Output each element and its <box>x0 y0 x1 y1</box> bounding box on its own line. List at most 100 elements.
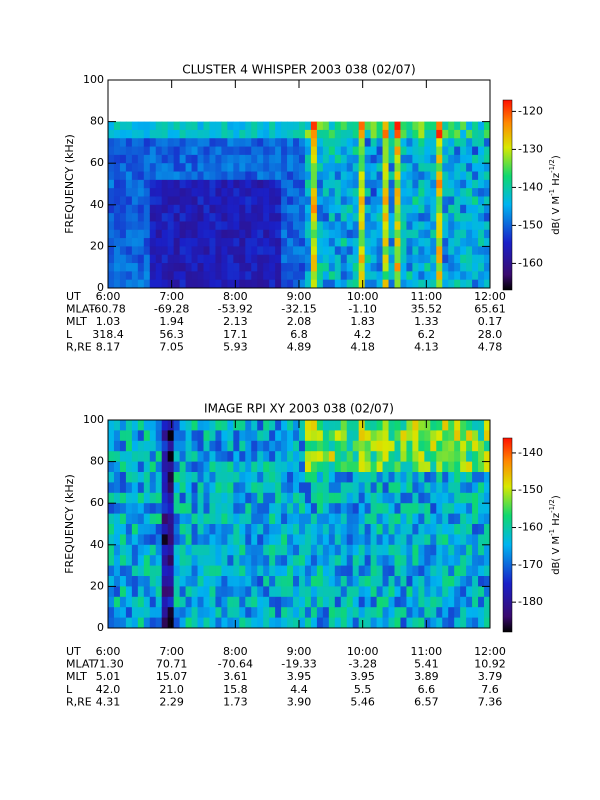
spectrogram-cell <box>406 221 413 231</box>
spectrogram-cell <box>322 121 330 131</box>
spectrogram-cell <box>394 596 401 608</box>
spectrogram-cell <box>478 586 485 598</box>
spectrogram-cell <box>113 617 121 629</box>
spectrogram-cell <box>215 204 222 214</box>
spectrogram-cell <box>442 279 449 289</box>
spectrogram-cell <box>412 121 419 131</box>
spectrogram-cell <box>185 221 193 231</box>
spectrogram-cell <box>137 271 145 281</box>
spectrogram-cell <box>149 461 157 473</box>
spectrogram-cell <box>454 472 461 483</box>
spectrogram-cell <box>209 146 216 156</box>
spectrogram-cell <box>406 138 413 148</box>
spectrogram-cell <box>108 138 115 148</box>
spectrogram-cell <box>281 420 288 431</box>
spectrogram-cell <box>191 430 199 442</box>
spectrogram-cell <box>400 154 407 164</box>
spectrogram-cell <box>281 238 288 247</box>
spectrogram-cell <box>322 221 330 231</box>
spectrogram-cell <box>197 544 204 556</box>
spectrogram-cell <box>310 482 318 494</box>
spectrogram-cell <box>293 138 300 148</box>
spectrogram-cell <box>119 204 127 214</box>
spectrogram-cell <box>460 513 467 525</box>
colorbar-tick-label: -150 <box>518 483 543 496</box>
spectrogram-cell <box>352 576 360 587</box>
spectrogram-cell <box>460 586 467 598</box>
spectrogram-cell <box>227 617 234 629</box>
spectrogram-cell <box>137 246 145 256</box>
spectrogram-cell <box>191 121 199 131</box>
spectrogram-cell <box>328 617 336 629</box>
spectrogram-cell <box>334 544 342 556</box>
spectrogram-cell <box>191 513 199 525</box>
spectrogram-cell <box>209 229 216 239</box>
spectrogram-cell <box>191 492 199 504</box>
spectrogram-cell <box>412 451 419 463</box>
spectrogram-cell <box>376 617 384 629</box>
spectrogram-cell <box>293 163 300 173</box>
spectrogram-cell <box>287 146 294 156</box>
spectrogram-cell <box>119 492 127 504</box>
spectrogram-cell <box>197 617 204 629</box>
spectrogram-cell <box>299 420 306 431</box>
spectrogram-cell <box>233 271 240 281</box>
spectrogram-cell <box>448 204 455 214</box>
spectrogram-cell <box>394 576 401 587</box>
spectrogram-cell <box>287 196 294 206</box>
spectrogram-cell <box>478 154 485 164</box>
spectrogram-cell <box>251 246 258 256</box>
spectrogram-cell <box>418 279 425 289</box>
spectrogram-cell <box>299 138 306 148</box>
spectrogram-cell <box>400 503 407 515</box>
spectrogram-cell <box>185 555 193 567</box>
spectrogram-cell <box>215 576 222 587</box>
spectrogram-cell <box>263 565 270 577</box>
spectrogram-cell <box>263 146 270 156</box>
spectrogram-cell <box>179 472 187 483</box>
spectrogram-cell <box>287 544 294 556</box>
spectrogram-cell <box>412 238 419 247</box>
spectrogram-cell <box>239 544 246 556</box>
spectrogram-cell <box>448 524 455 535</box>
spectrogram-cell <box>394 221 401 231</box>
spectrogram-cell <box>364 204 372 214</box>
spectrogram-cell <box>406 607 413 619</box>
ephemeris-value: -53.92 <box>218 303 253 316</box>
spectrogram-cell <box>119 430 127 442</box>
spectrogram-cell <box>394 263 401 272</box>
spectrogram-cell <box>275 138 282 148</box>
spectrogram-cell <box>161 586 169 598</box>
spectrogram-cell <box>173 534 181 546</box>
spectrogram-cell <box>263 121 270 131</box>
spectrogram-cell <box>275 430 282 442</box>
spectrogram-cell <box>275 263 282 272</box>
spectrogram-cell <box>179 279 187 289</box>
spectrogram-cell <box>352 279 360 289</box>
spectrogram-cell <box>454 129 461 139</box>
spectrogram-cell <box>125 263 133 272</box>
spectrogram-cell <box>430 121 437 131</box>
spectrogram-cell <box>143 503 151 515</box>
spectrogram-cell <box>215 461 222 473</box>
spectrogram-cell <box>406 238 413 247</box>
spectrogram-cell <box>281 503 288 515</box>
spectrogram-cell <box>328 492 336 504</box>
spectrogram-cell <box>275 221 282 231</box>
spectrogram-cell <box>131 254 139 264</box>
spectrogram-cell <box>304 492 312 504</box>
spectrogram-cell <box>191 617 199 629</box>
spectrogram-cell <box>322 420 330 431</box>
spectrogram-cell <box>466 430 473 442</box>
spectrogram-cell <box>185 246 193 256</box>
spectrogram-cell <box>370 121 378 131</box>
spectrogram-cell <box>281 430 288 442</box>
spectrogram-cell <box>137 188 145 197</box>
spectrogram-cell <box>412 544 419 556</box>
spectrogram-cell <box>358 221 366 231</box>
spectrogram-cell <box>125 440 133 452</box>
spectrogram-cell <box>233 121 240 131</box>
spectrogram-cell <box>299 246 306 256</box>
spectrogram-cell <box>167 596 175 608</box>
spectrogram-cell <box>113 246 121 256</box>
